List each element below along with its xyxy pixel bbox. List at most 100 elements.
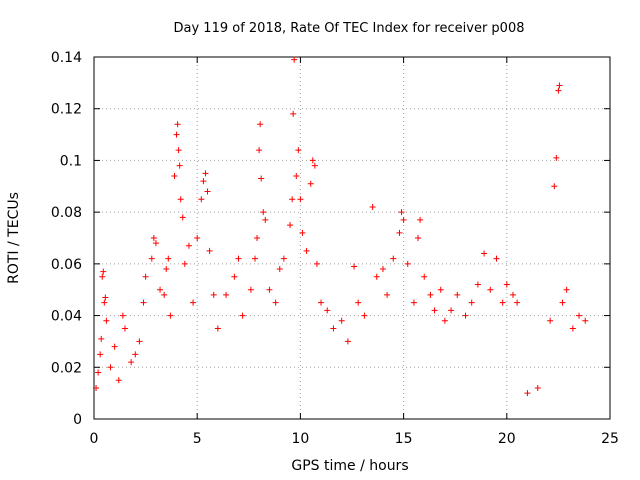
data-point xyxy=(390,255,397,262)
data-point xyxy=(400,216,407,223)
y-tick-label: 0.02 xyxy=(51,360,82,376)
data-point xyxy=(223,291,230,298)
data-point xyxy=(256,147,263,154)
data-point xyxy=(417,216,424,223)
data-point xyxy=(200,178,207,185)
data-point xyxy=(128,359,135,366)
data-point xyxy=(303,247,310,254)
plot-area-border xyxy=(93,56,611,420)
data-point xyxy=(410,299,417,306)
y-tick-label: 0.06 xyxy=(51,257,82,273)
data-point xyxy=(421,273,428,280)
data-point xyxy=(398,209,405,216)
data-point xyxy=(351,263,358,270)
data-point xyxy=(202,170,209,177)
data-point xyxy=(98,335,105,342)
data-point xyxy=(194,235,201,241)
data-point xyxy=(379,266,386,273)
data-point xyxy=(299,229,306,236)
data-point xyxy=(165,255,172,262)
data-point xyxy=(167,312,174,319)
data-point xyxy=(142,273,149,280)
data-point xyxy=(206,247,213,254)
y-axis-label: ROTI / TECUs xyxy=(6,192,22,284)
data-point xyxy=(103,317,110,324)
data-point xyxy=(204,188,211,195)
data-point xyxy=(95,369,102,376)
data-point xyxy=(185,242,192,249)
data-point xyxy=(499,299,506,306)
data-point xyxy=(503,281,510,288)
x-tick-label: 5 xyxy=(193,431,202,447)
data-point xyxy=(107,364,114,371)
x-tick-label: 10 xyxy=(291,431,309,447)
data-point xyxy=(161,291,168,298)
data-point xyxy=(179,214,186,221)
data-point xyxy=(355,299,362,306)
data-point xyxy=(198,196,205,203)
data-point xyxy=(369,203,376,210)
data-point xyxy=(437,286,444,293)
data-point xyxy=(210,291,217,298)
data-point xyxy=(481,250,488,257)
data-point xyxy=(254,235,261,241)
data-point xyxy=(174,121,181,128)
data-point xyxy=(555,87,562,94)
data-point xyxy=(474,281,481,288)
data-point xyxy=(361,312,368,319)
data-point xyxy=(551,183,558,190)
data-point xyxy=(251,255,258,262)
data-point xyxy=(295,147,302,154)
data-point xyxy=(177,196,184,203)
data-point xyxy=(101,299,108,306)
data-point xyxy=(509,291,516,298)
data-point xyxy=(324,307,331,314)
y-tick-label: 0.08 xyxy=(51,205,82,221)
data-point xyxy=(280,255,287,262)
data-point xyxy=(313,260,320,267)
y-tick-label: 0.04 xyxy=(51,309,82,325)
data-point xyxy=(132,351,139,358)
data-point xyxy=(454,291,461,298)
data-point xyxy=(163,266,170,273)
data-point xyxy=(468,299,475,306)
data-point xyxy=(150,235,157,241)
axis-ticks: 0 5 10 15 20 25 0 0.02 0.04 0.06 0.08 0.1 0.12 0.14 xyxy=(51,50,619,447)
data-point xyxy=(553,154,560,161)
data-point xyxy=(260,209,267,216)
x-axis-label: GPS time / hours xyxy=(291,458,408,474)
grid-lines xyxy=(94,57,610,419)
data-point xyxy=(258,175,265,182)
data-point xyxy=(338,317,345,324)
chart-title: Day 119 of 2018, Rate Of TEC Index for r… xyxy=(174,21,525,36)
data-point xyxy=(563,286,570,293)
y-tick-label: 0.1 xyxy=(60,153,82,169)
data-points xyxy=(93,56,589,397)
data-point xyxy=(384,291,391,298)
data-point xyxy=(415,235,422,241)
y-tick-label: 0 xyxy=(73,412,82,428)
data-point xyxy=(175,147,182,154)
data-point xyxy=(524,390,531,397)
data-point xyxy=(239,312,246,319)
data-point xyxy=(121,325,128,332)
data-point xyxy=(559,299,566,306)
data-point xyxy=(514,299,521,306)
data-point xyxy=(290,110,297,117)
data-point xyxy=(556,82,563,89)
data-point xyxy=(272,299,279,306)
data-point xyxy=(404,260,411,267)
data-point xyxy=(266,286,273,293)
data-point xyxy=(569,325,576,332)
x-tick-label: 15 xyxy=(395,431,413,447)
data-point xyxy=(582,317,589,324)
data-point xyxy=(396,229,403,236)
data-point xyxy=(157,286,164,293)
data-point xyxy=(152,240,159,247)
data-point xyxy=(99,273,106,280)
data-point xyxy=(176,162,183,169)
data-point xyxy=(576,312,583,319)
data-point xyxy=(427,291,434,298)
data-point xyxy=(111,343,118,350)
